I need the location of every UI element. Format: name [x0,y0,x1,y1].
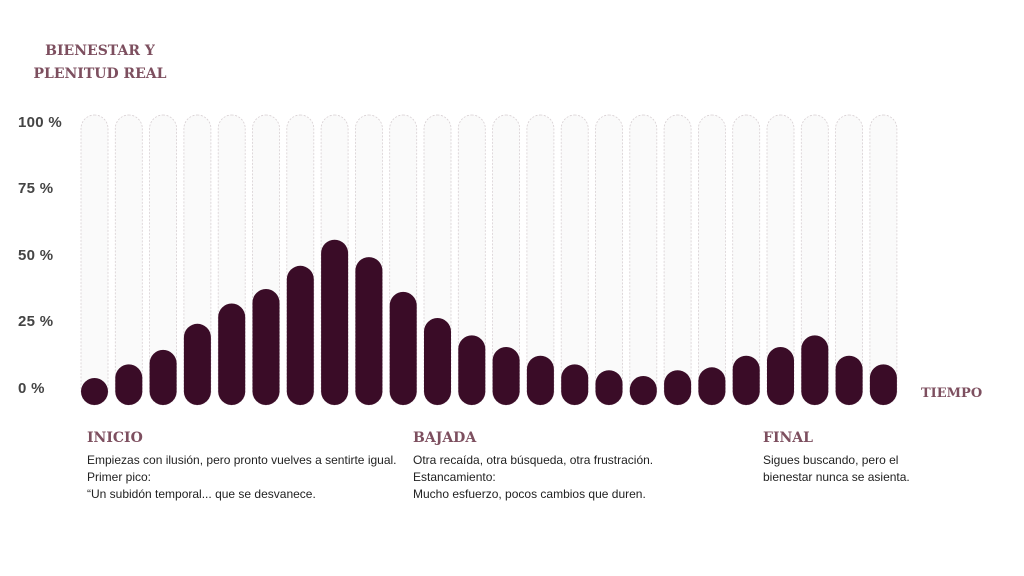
bar [424,318,451,405]
bar [389,291,417,405]
y-axis-title-line-1: BIENESTAR Y [45,43,155,59]
annotation-text: Estancamiento: [413,470,496,484]
annotation-inicio: INICIO Empiezas con ilusión, pero pronto… [87,430,417,503]
annotation-final: FINAL Sigues buscando, pero el bienestar… [763,430,983,486]
bar-track [663,114,692,406]
bar [595,370,623,405]
bar [458,335,486,405]
annotation-bajada: BAJADA Otra recaída, otra búsqueda, otra… [413,430,733,503]
bar [321,239,349,405]
annotation-text: Mucho esfuerzo, pocos cambios que duren. [413,487,646,501]
bar [252,289,280,405]
bar-track [629,114,658,406]
annotation-title: FINAL [763,430,813,446]
bar [698,367,726,405]
bar [286,265,314,405]
y-tick-label: 75 % [18,180,54,197]
bar [561,364,589,405]
annotation-text: bienestar nunca se asienta. [763,470,910,484]
y-tick-label: 100 % [18,114,63,131]
annotation-text: Sigues buscando, pero el [763,453,899,467]
bar [835,355,863,405]
y-axis-title: BIENESTAR Y PLENITUD REAL [0,40,200,86]
bar-track [560,114,589,406]
bar [869,364,897,405]
annotation-text: Otra recaída, otra búsqueda, otra frustr… [413,453,654,467]
bar [732,355,760,405]
annotation-title: INICIO [87,430,143,446]
bar [115,364,143,405]
bar-track [595,114,623,406]
bar-track [869,114,898,406]
bar [801,335,829,405]
bar [526,355,554,405]
x-axis-label: TIEMPO [921,386,983,401]
bar [664,370,692,405]
y-axis-title-line-2: PLENITUD REAL [33,66,167,82]
bar [767,347,794,405]
annotation-text: Empiezas con ilusión, pero pronto vuelve… [87,453,397,467]
bar [149,349,177,405]
bar [183,323,211,405]
bar-track [698,114,726,406]
bar [81,378,108,405]
bar [492,347,520,405]
bar [629,376,657,405]
annotation-text: Primer pico: [87,470,152,484]
y-tick-label: 0 % [18,380,45,397]
annotation-text: “Un subidón temporal... que se desvanece… [87,487,316,501]
bar-track [114,114,143,406]
y-tick-label: 25 % [18,313,54,330]
bar [355,257,383,405]
y-tick-label: 50 % [18,247,54,264]
bar-track [80,114,109,406]
bar [218,303,246,405]
bar-track [492,114,521,406]
annotation-title: BAJADA [413,430,477,446]
